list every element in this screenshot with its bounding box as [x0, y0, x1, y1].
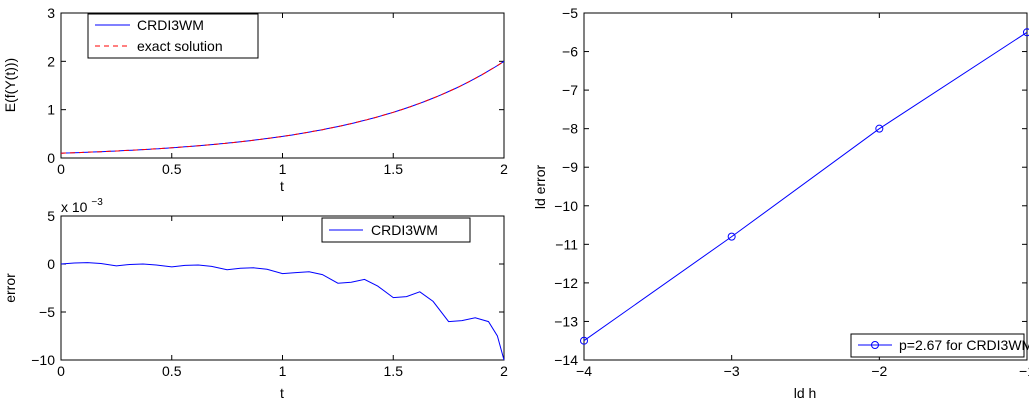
top-left-legend: CRDI3WM exact solution — [87, 13, 259, 59]
y-tick-label: −10 — [31, 352, 55, 368]
bottom-left-ticks: 0 0.5 1 1.5 2 −10 −5 0 5 — [31, 208, 508, 379]
bottom-left-plot: 0 0.5 1 1.5 2 −10 −5 0 5 t error x 10 −3 CRDI3WM — [2, 197, 508, 401]
legend-marker-p — [871, 341, 879, 349]
data-point — [580, 336, 588, 345]
right-lines — [580, 28, 1029, 345]
y-tick-label: −6 — [562, 44, 578, 60]
y-tick-label: −5 — [39, 304, 55, 320]
legend-label-crdi3wm: CRDI3WM — [137, 17, 204, 33]
y-tick-label: −9 — [562, 159, 578, 175]
data-point — [1023, 28, 1029, 37]
series-line-p-2-67-for-crdi3wm — [583, 31, 1028, 342]
x-tick-label: −4 — [576, 363, 592, 379]
y-tick-label: 1 — [47, 102, 55, 118]
y-tick-label: −5 — [562, 5, 578, 21]
y-tick-label: −11 — [555, 236, 578, 252]
x-tick-label: 0 — [57, 363, 65, 379]
x-tick-label: −3 — [724, 363, 740, 379]
x-tick-label: 1.5 — [384, 161, 404, 177]
x-tick-label: −2 — [871, 363, 887, 379]
y-tick-label: −12 — [554, 275, 578, 291]
data-point — [727, 232, 736, 241]
bottom-left-y-exponent: x 10 −3 — [61, 197, 103, 215]
bottom-left-xlabel: t — [280, 385, 284, 401]
x-tick-label: 0 — [57, 161, 65, 177]
legend-label-crdi3wm-2: CRDI3WM — [371, 222, 438, 238]
bottom-left-lines — [60, 262, 505, 361]
top-left-ticks: 0 0.5 1 1.5 2 0 1 2 3 — [47, 5, 508, 177]
exponent-base: x 10 — [61, 199, 88, 215]
y-tick-label: −8 — [562, 121, 578, 137]
y-tick-label: −10 — [554, 198, 578, 214]
exponent-power: −3 — [91, 197, 103, 208]
x-tick-label: 1.5 — [384, 363, 404, 379]
y-tick-label: −14 — [554, 352, 578, 368]
x-tick-label: 2 — [500, 363, 508, 379]
right-plot-area — [583, 12, 1028, 361]
right-xlabel: ld h — [794, 385, 817, 401]
right-legend-box — [850, 333, 1025, 358]
bottom-left-legend: CRDI3WM — [321, 217, 471, 243]
right-plot: −4 −3 −2 −1 −14 −13 −12 −11 −10 −9 −8 −7 −6 −5 ld h l… — [532, 5, 1029, 401]
y-tick-label: −7 — [562, 82, 578, 98]
x-tick-label: 1 — [279, 363, 287, 379]
right-ylabel: ld error — [532, 164, 548, 209]
x-tick-label: 2 — [500, 161, 508, 177]
x-tick-label: −1 — [1019, 363, 1029, 379]
series-line-exact-solution — [60, 60, 505, 154]
x-tick-label: 1 — [279, 161, 287, 177]
top-left-xlabel: t — [280, 178, 284, 194]
y-tick-label: −13 — [554, 313, 578, 329]
y-tick-label: 0 — [47, 256, 55, 272]
y-tick-label: 5 — [47, 208, 55, 224]
y-tick-label: 3 — [47, 5, 55, 21]
bottom-left-ylabel: error — [2, 273, 18, 303]
series-line-crdi3wm — [60, 262, 505, 361]
y-tick-label: 0 — [47, 150, 55, 166]
right-ticks: −4 −3 −2 −1 −14 −13 −12 −11 −10 −9 −8 −7 −6 −5 — [554, 5, 1029, 379]
right-legend: p=2.67 for CRDI3WM — [850, 333, 1029, 358]
y-tick-label: 2 — [47, 53, 55, 69]
top-left-ylabel: E(f(Y(t))) — [2, 58, 18, 112]
x-tick-label: 0.5 — [162, 161, 182, 177]
legend-label-p: p=2.67 for CRDI3WM — [899, 337, 1029, 353]
top-left-lines — [60, 60, 505, 154]
top-left-legend-box — [87, 13, 259, 59]
top-left-plot: 0 0.5 1 1.5 2 0 1 2 3 t E(f(Y(t))) CRDI3WM exact… — [2, 5, 508, 194]
data-point — [875, 124, 884, 133]
legend-label-exact: exact solution — [137, 38, 223, 54]
x-tick-label: 0.5 — [162, 363, 182, 379]
